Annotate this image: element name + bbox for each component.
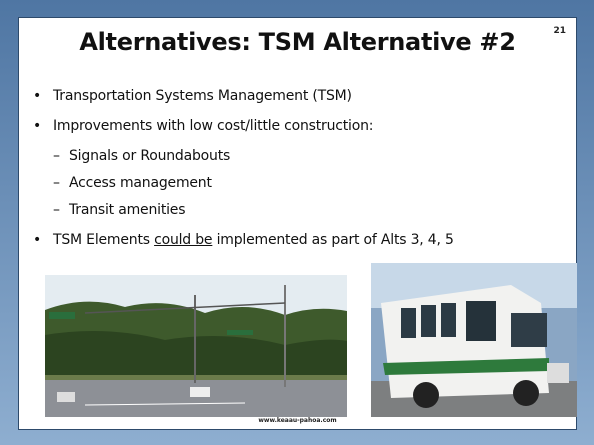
bus-photo <box>371 263 577 417</box>
bullet: Improvements with low cost/little constr… <box>33 118 373 134</box>
underlined-text: could be <box>154 232 212 248</box>
sub-bullet: Access management <box>53 175 212 191</box>
bullet-text: Improvements with low cost/little constr… <box>53 118 373 134</box>
slide-title: Alternatives: TSM Alternative #2 <box>19 28 576 56</box>
road-photo <box>45 275 347 417</box>
slide-number: 21 <box>553 26 566 36</box>
bullet-text: implemented as part of Alts 3, 4, 5 <box>212 232 453 248</box>
bullet-text: TSM Elements <box>53 232 154 248</box>
bullet: Transportation Systems Management (TSM) <box>33 88 352 104</box>
bullet: TSM Elements could be implemented as par… <box>33 232 454 248</box>
sub-bullet-text: Signals or Roundabouts <box>69 148 230 164</box>
sub-bullet: Transit amenities <box>53 202 185 218</box>
slide: Alternatives: TSM Alternative #2 21 Tran… <box>0 0 594 445</box>
image-caption: www.keaau-pahoa.com <box>19 417 576 424</box>
sub-bullet-text: Transit amenities <box>69 202 185 218</box>
sub-bullet: Signals or Roundabouts <box>53 148 230 164</box>
slide-panel: Alternatives: TSM Alternative #2 21 Tran… <box>18 17 577 430</box>
sub-bullet-text: Access management <box>69 175 212 191</box>
bullet-text: Transportation Systems Management (TSM) <box>53 88 352 104</box>
